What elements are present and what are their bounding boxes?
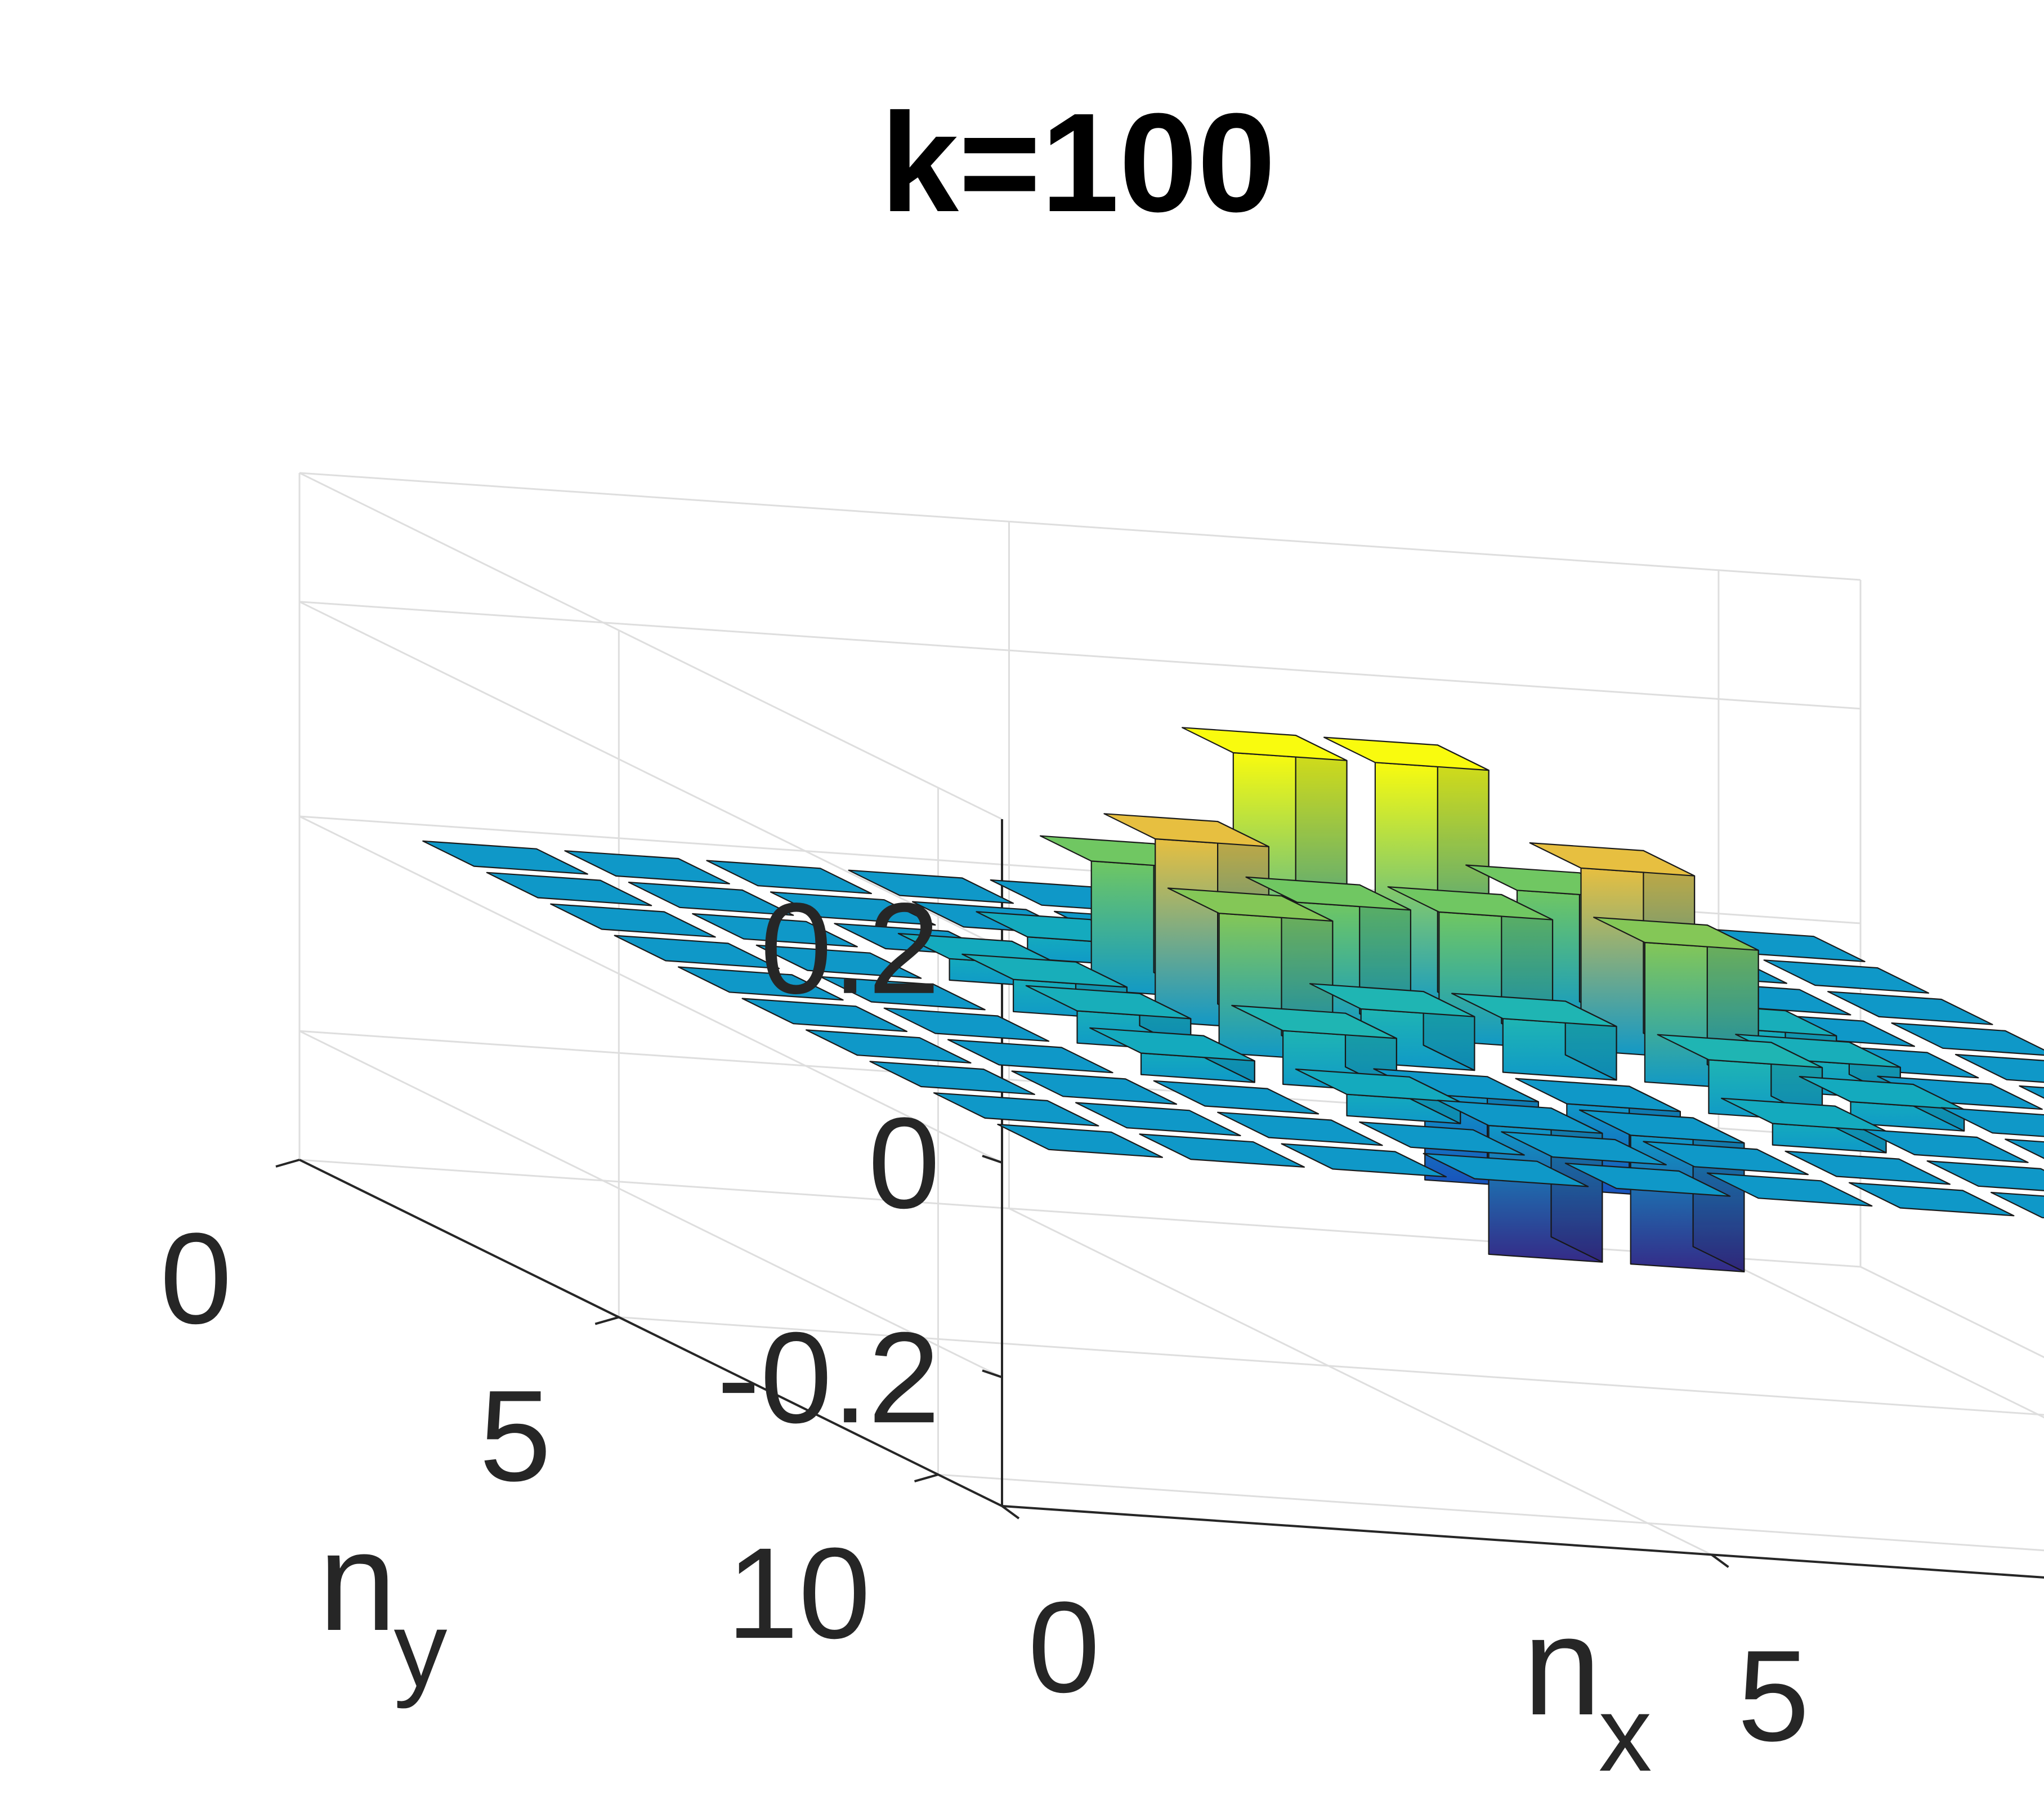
bar-r9-c4 (1564, 1163, 1731, 1197)
bar-r9-c1 (1139, 1133, 1305, 1168)
x-axis-line (1001, 1505, 2044, 1579)
box-edge-3 (299, 472, 1861, 581)
z-tick-0 (982, 1369, 1003, 1379)
bar-r6-c0 (805, 1029, 972, 1064)
bar-r9-c0 (997, 1123, 1163, 1158)
y-axis-label: ny (318, 1503, 447, 1709)
bar-r9-c7 (1991, 1191, 2044, 1219)
bar-r0-c3 (848, 869, 1014, 904)
y-tick-2 (914, 1473, 939, 1483)
z-tick-label-0: -0.2 (717, 1305, 940, 1450)
bar-r8-c4 (1501, 1131, 1667, 1165)
bar-r9-c2 (1281, 1143, 1447, 1178)
bar-r7-c3 (1295, 1068, 1461, 1124)
bar-r4-c9 (1954, 1053, 2044, 1083)
bar-r4-c0 (677, 966, 844, 1001)
bar-r2-c1 (692, 913, 858, 948)
bar-r8-c2 (1217, 1111, 1383, 1146)
bar-r7-c6 (1721, 1097, 1887, 1154)
bars-layer (422, 727, 2044, 1272)
y-tick-0 (275, 1159, 300, 1168)
bar-r7-c1 (1011, 1070, 1178, 1105)
bar-r1-c0 (486, 872, 652, 906)
box-edge-4 (299, 472, 1003, 820)
x-tick-0 (1001, 1505, 1020, 1520)
bar-r1-c2 (770, 891, 936, 926)
bar-r8-c3 (1359, 1121, 1525, 1156)
bar-r7-c8 (2005, 1138, 2044, 1159)
x-axis-label: nx (1523, 1587, 1652, 1794)
bar-r9-c6 (1848, 1182, 2015, 1217)
bar-r8-c5 (1643, 1141, 1809, 1176)
y-tick-label-2: 10 (727, 1521, 871, 1665)
bar-r9-c3 (1423, 1152, 1589, 1187)
box-edge-5 (1860, 1266, 2044, 1359)
tick-labels-layer: -0.200.205100510 (160, 876, 1809, 1768)
bar-r9-c5 (1706, 1172, 1873, 1207)
bar-r6-c8 (1940, 1107, 2044, 1137)
bar-r4-c1 (820, 976, 986, 1011)
bar-r8-c6 (1784, 1150, 1951, 1185)
y-axis-line (299, 1159, 1003, 1507)
bar-r3-c9 (1891, 1022, 2044, 1056)
y-tick-1 (594, 1316, 619, 1325)
bar-r0-c1 (564, 850, 731, 884)
z-tick-label-1: 0 (868, 1091, 940, 1235)
y-tick-label-1: 5 (479, 1364, 551, 1508)
y-tick-label-0: 0 (160, 1206, 232, 1351)
bar-r5-c5 (1451, 993, 1617, 1081)
bar-r5-c1 (883, 1007, 1050, 1042)
bar-r2-c9 (1827, 991, 1993, 1025)
bar-r1-c9 (1763, 959, 1930, 994)
bar-r0-c0 (422, 840, 588, 875)
bar-r3-c1 (755, 944, 922, 979)
x-tick-label-0: 0 (1028, 1575, 1100, 1719)
bar-r6-c1 (947, 1039, 1113, 1074)
bar-r8-c0 (933, 1092, 1099, 1127)
bar-r5-c0 (741, 998, 908, 1033)
bar-r1-c1 (628, 881, 794, 916)
bar-r6-c2 (1089, 1027, 1255, 1083)
x-tick-1 (1711, 1553, 1729, 1568)
z-tick-1 (982, 1155, 1003, 1164)
bar-r7-c7 (1863, 1129, 2029, 1163)
bar-r8-c1 (1075, 1102, 1241, 1137)
z-tick-label-2: 0.2 (760, 876, 940, 1021)
bar-r0-c2 (706, 860, 873, 895)
bar-r7-c0 (869, 1061, 1036, 1095)
chart-title: k=100 (880, 84, 1276, 241)
bar-r7-c2 (1153, 1080, 1320, 1115)
x-tick-label-1: 5 (1737, 1623, 1809, 1768)
bar-r3-c0 (614, 935, 780, 969)
bar-r5-c9 (2019, 1085, 2044, 1099)
axes-layer (275, 819, 2044, 1579)
bar-r2-c0 (550, 903, 716, 938)
bar-r6-c7 (1799, 1075, 1965, 1132)
bar-r8-c7 (1926, 1160, 2044, 1191)
